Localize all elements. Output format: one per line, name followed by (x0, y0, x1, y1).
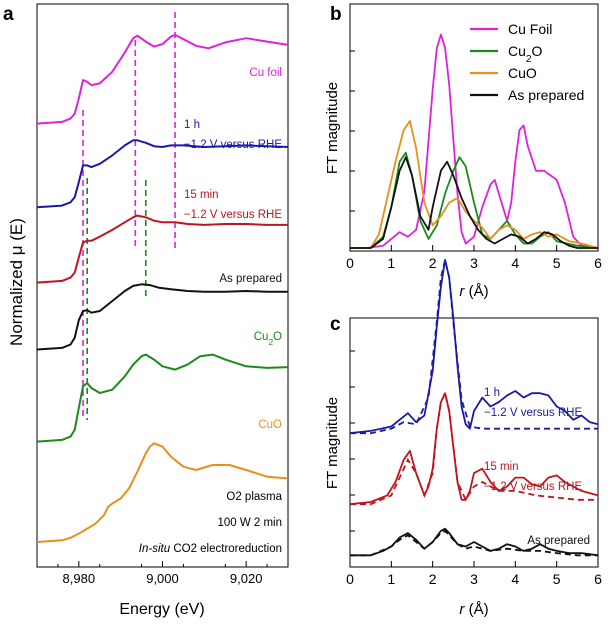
curve-cu2o (36, 353, 289, 443)
curve-cu2o (350, 151, 599, 249)
x-tick-label-3: 3 (470, 255, 478, 271)
x-tick-label-6: 6 (594, 571, 602, 587)
curve-cu-foil (36, 33, 289, 125)
curve-min15-fit (350, 390, 598, 506)
curve-label-h1-1: −1.2 V versus RHE (484, 407, 582, 419)
curve-label-min15-1: −1.2 V versus RHE (484, 481, 582, 493)
x-tick-label-1: 9,000 (146, 571, 179, 586)
curve-cuo (350, 120, 599, 249)
curve-label-h1-0: 1 h (484, 387, 500, 399)
panel-c-letter: c (330, 314, 341, 335)
panel-c-x-ticks: 0 1 2 3 4 5 6 (346, 350, 602, 587)
curve-as-prepared-data (350, 527, 599, 557)
x-tick-label-2: 2 (429, 571, 437, 587)
panel-b-letter: b (330, 4, 342, 25)
panel-a-y-axis-label: Normalized μ (E) (7, 218, 26, 346)
curve-as-prepared (350, 156, 598, 249)
curve-label-as-prepared-0: As prepared (219, 273, 282, 285)
annotation-power-time: 100 W 2 min (217, 517, 282, 529)
curve-label-cuo-0: CuO (258, 419, 282, 431)
curve-as-prepared (36, 283, 288, 351)
curve-label-h1-0: 1 h (184, 119, 200, 131)
panel-c: c 1 h −1.2 V versus RHE 15 min −1.2 V versu… (324, 259, 602, 618)
panel-b-x-axis-label: r (Å) (459, 283, 488, 300)
legend-label-as-prepared: As prepared (508, 87, 584, 103)
curve-min15 (36, 214, 288, 284)
x-tick-label-0: 0 (346, 571, 354, 587)
curve-label-cu2o-0: Cu2O (254, 331, 282, 347)
curve-label-min15-0: 15 min (184, 189, 219, 201)
panel-b-x-ticks: 0 1 2 3 4 5 6 (346, 50, 602, 271)
x-tick-label-3: 3 (470, 571, 478, 587)
annotation-o2-plasma: O2 plasma (226, 491, 282, 503)
x-tick-label-0: 8,980 (63, 571, 96, 586)
panel-c-curves: 1 h −1.2 V versus RHE 15 min −1.2 V versus … (349, 259, 599, 557)
curve-label-min15-1: −1.2 V versus RHE (184, 209, 282, 221)
x-tick-label-4: 4 (511, 255, 519, 271)
x-tick-label-6: 6 (594, 255, 602, 271)
panel-a-annotation: O2 plasma 100 W 2 min In-situ CO2 electr… (139, 491, 283, 555)
panel-c-x-axis-label: r (Å) (459, 601, 488, 618)
panel-a-frame (36, 3, 289, 568)
curve-label-min15-0: 15 min (484, 461, 519, 473)
legend-label-cu-foil: Cu Foil (508, 21, 552, 37)
panel-c-y-axis-label: FT magnitude (324, 397, 341, 489)
x-tick-label-1: 1 (387, 255, 395, 271)
panel-a: a Cu foil 1 h −1.2 V versus RHE 15 min −1.2 … (3, 3, 289, 618)
panel-c-frame (349, 317, 599, 568)
curve-label-cu-foil-0: Cu foil (249, 67, 282, 79)
legend-label-cu2o: Cu2O (508, 43, 543, 65)
curve-cu-foil (350, 33, 599, 249)
curve-min15-data (349, 392, 599, 506)
panel-b-curves (350, 33, 599, 249)
curve-label-h1-1: −1.2 V versus RHE (184, 139, 282, 151)
panel-b-y-axis-label: FT magnitude (324, 82, 341, 174)
x-tick-label-2: 9,020 (230, 571, 263, 586)
panel-a-curves: Cu foil 1 h −1.2 V versus RHE 15 min −1.2 V … (36, 33, 289, 543)
legend-label-cuo: CuO (508, 65, 537, 81)
annotation-electroreduction: In-situ CO2 electroreduction (139, 543, 282, 555)
x-tick-label-4: 4 (511, 571, 519, 587)
curve-h1 (36, 139, 289, 209)
x-tick-label-5: 5 (553, 255, 561, 271)
x-tick-label-1: 1 (387, 571, 395, 587)
panel-a-x-axis-label: Energy (eV) (119, 601, 204, 618)
x-tick-label-5: 5 (553, 571, 561, 587)
panel-a-x-ticks: 8,980 9,000 9,020 (57, 561, 268, 586)
curve-label-as-prepared-0: As prepared (527, 535, 590, 547)
panel-a-reference-lines (82, 12, 176, 420)
panel-a-letter: a (3, 4, 14, 25)
curve-cuo (36, 442, 289, 543)
x-tick-label-2: 2 (429, 255, 437, 271)
panel-b-frame (349, 3, 599, 252)
x-tick-label-0: 0 (346, 255, 354, 271)
